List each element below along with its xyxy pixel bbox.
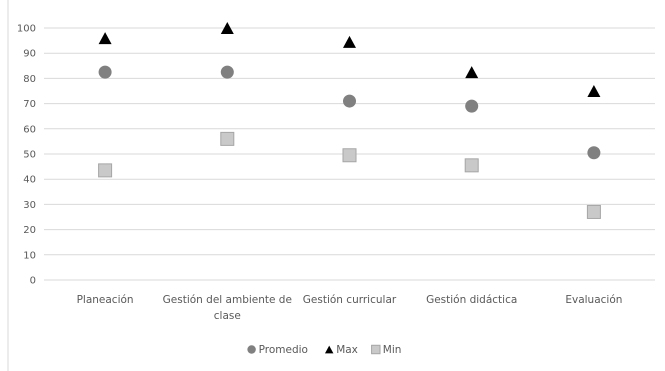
x-category-label-line: clase — [214, 310, 241, 322]
y-axis-ticks: 0 10 20 30 40 50 60 70 80 90 100 — [17, 24, 36, 287]
x-category-label: Evaluación — [565, 294, 622, 306]
legend-marker-square — [371, 344, 381, 355]
data-point-square — [586, 204, 601, 219]
x-category-label-line: Gestión del ambiente de — [163, 294, 292, 306]
y-tick-label: 60 — [23, 124, 36, 135]
y-tick-label: 0 — [30, 276, 36, 287]
y-tick-label: 90 — [23, 49, 36, 60]
data-point-circle — [98, 65, 112, 79]
x-category-label-line: Gestión curricular — [303, 294, 397, 306]
data-point-triangle — [587, 85, 601, 97]
legend-label: Promedio — [259, 344, 308, 356]
data-point-triangle — [220, 22, 234, 34]
y-tick-label: 50 — [23, 150, 36, 161]
data-point-square — [220, 131, 235, 146]
y-tick-label: 10 — [23, 250, 36, 261]
x-category-label-line: Evaluación — [565, 294, 622, 306]
x-axis-categories: Planeación Gestión del ambiente de claseGe… — [77, 294, 623, 322]
x-category-label-line: Planeación — [77, 294, 134, 306]
data-point-square — [98, 163, 113, 178]
data-point-triangle — [98, 32, 112, 45]
legend: Promedio Max Min — [247, 344, 401, 356]
legend-label: Min — [383, 344, 402, 356]
legend-marker-circle — [247, 345, 256, 354]
x-category-label: Gestión del ambiente de clase — [163, 294, 292, 322]
data-point-circle — [465, 99, 479, 113]
x-category-label: Gestión didáctica — [426, 294, 517, 306]
data-point-square — [464, 158, 479, 173]
data-point-circle — [343, 94, 356, 108]
data-point-triangle — [343, 35, 356, 48]
y-tick-label: 80 — [23, 74, 36, 85]
y-tick-label: 40 — [23, 175, 36, 186]
x-category-label: Gestión curricular — [303, 294, 397, 306]
y-tick-label: 20 — [23, 225, 36, 236]
data-point-circle — [220, 65, 234, 79]
y-tick-label: 100 — [17, 24, 36, 35]
y-tick-label: 70 — [23, 99, 36, 110]
data-point-square — [342, 148, 357, 163]
data-marks — [98, 22, 601, 219]
y-tick-label: 30 — [23, 200, 36, 211]
data-point-circle — [587, 146, 601, 160]
x-category-label-line: Gestión didáctica — [426, 294, 517, 306]
legend-marker-triangle — [324, 345, 334, 354]
data-point-triangle — [465, 66, 479, 79]
x-category-label: Planeación — [77, 294, 134, 306]
legend-label: Max — [336, 344, 358, 356]
